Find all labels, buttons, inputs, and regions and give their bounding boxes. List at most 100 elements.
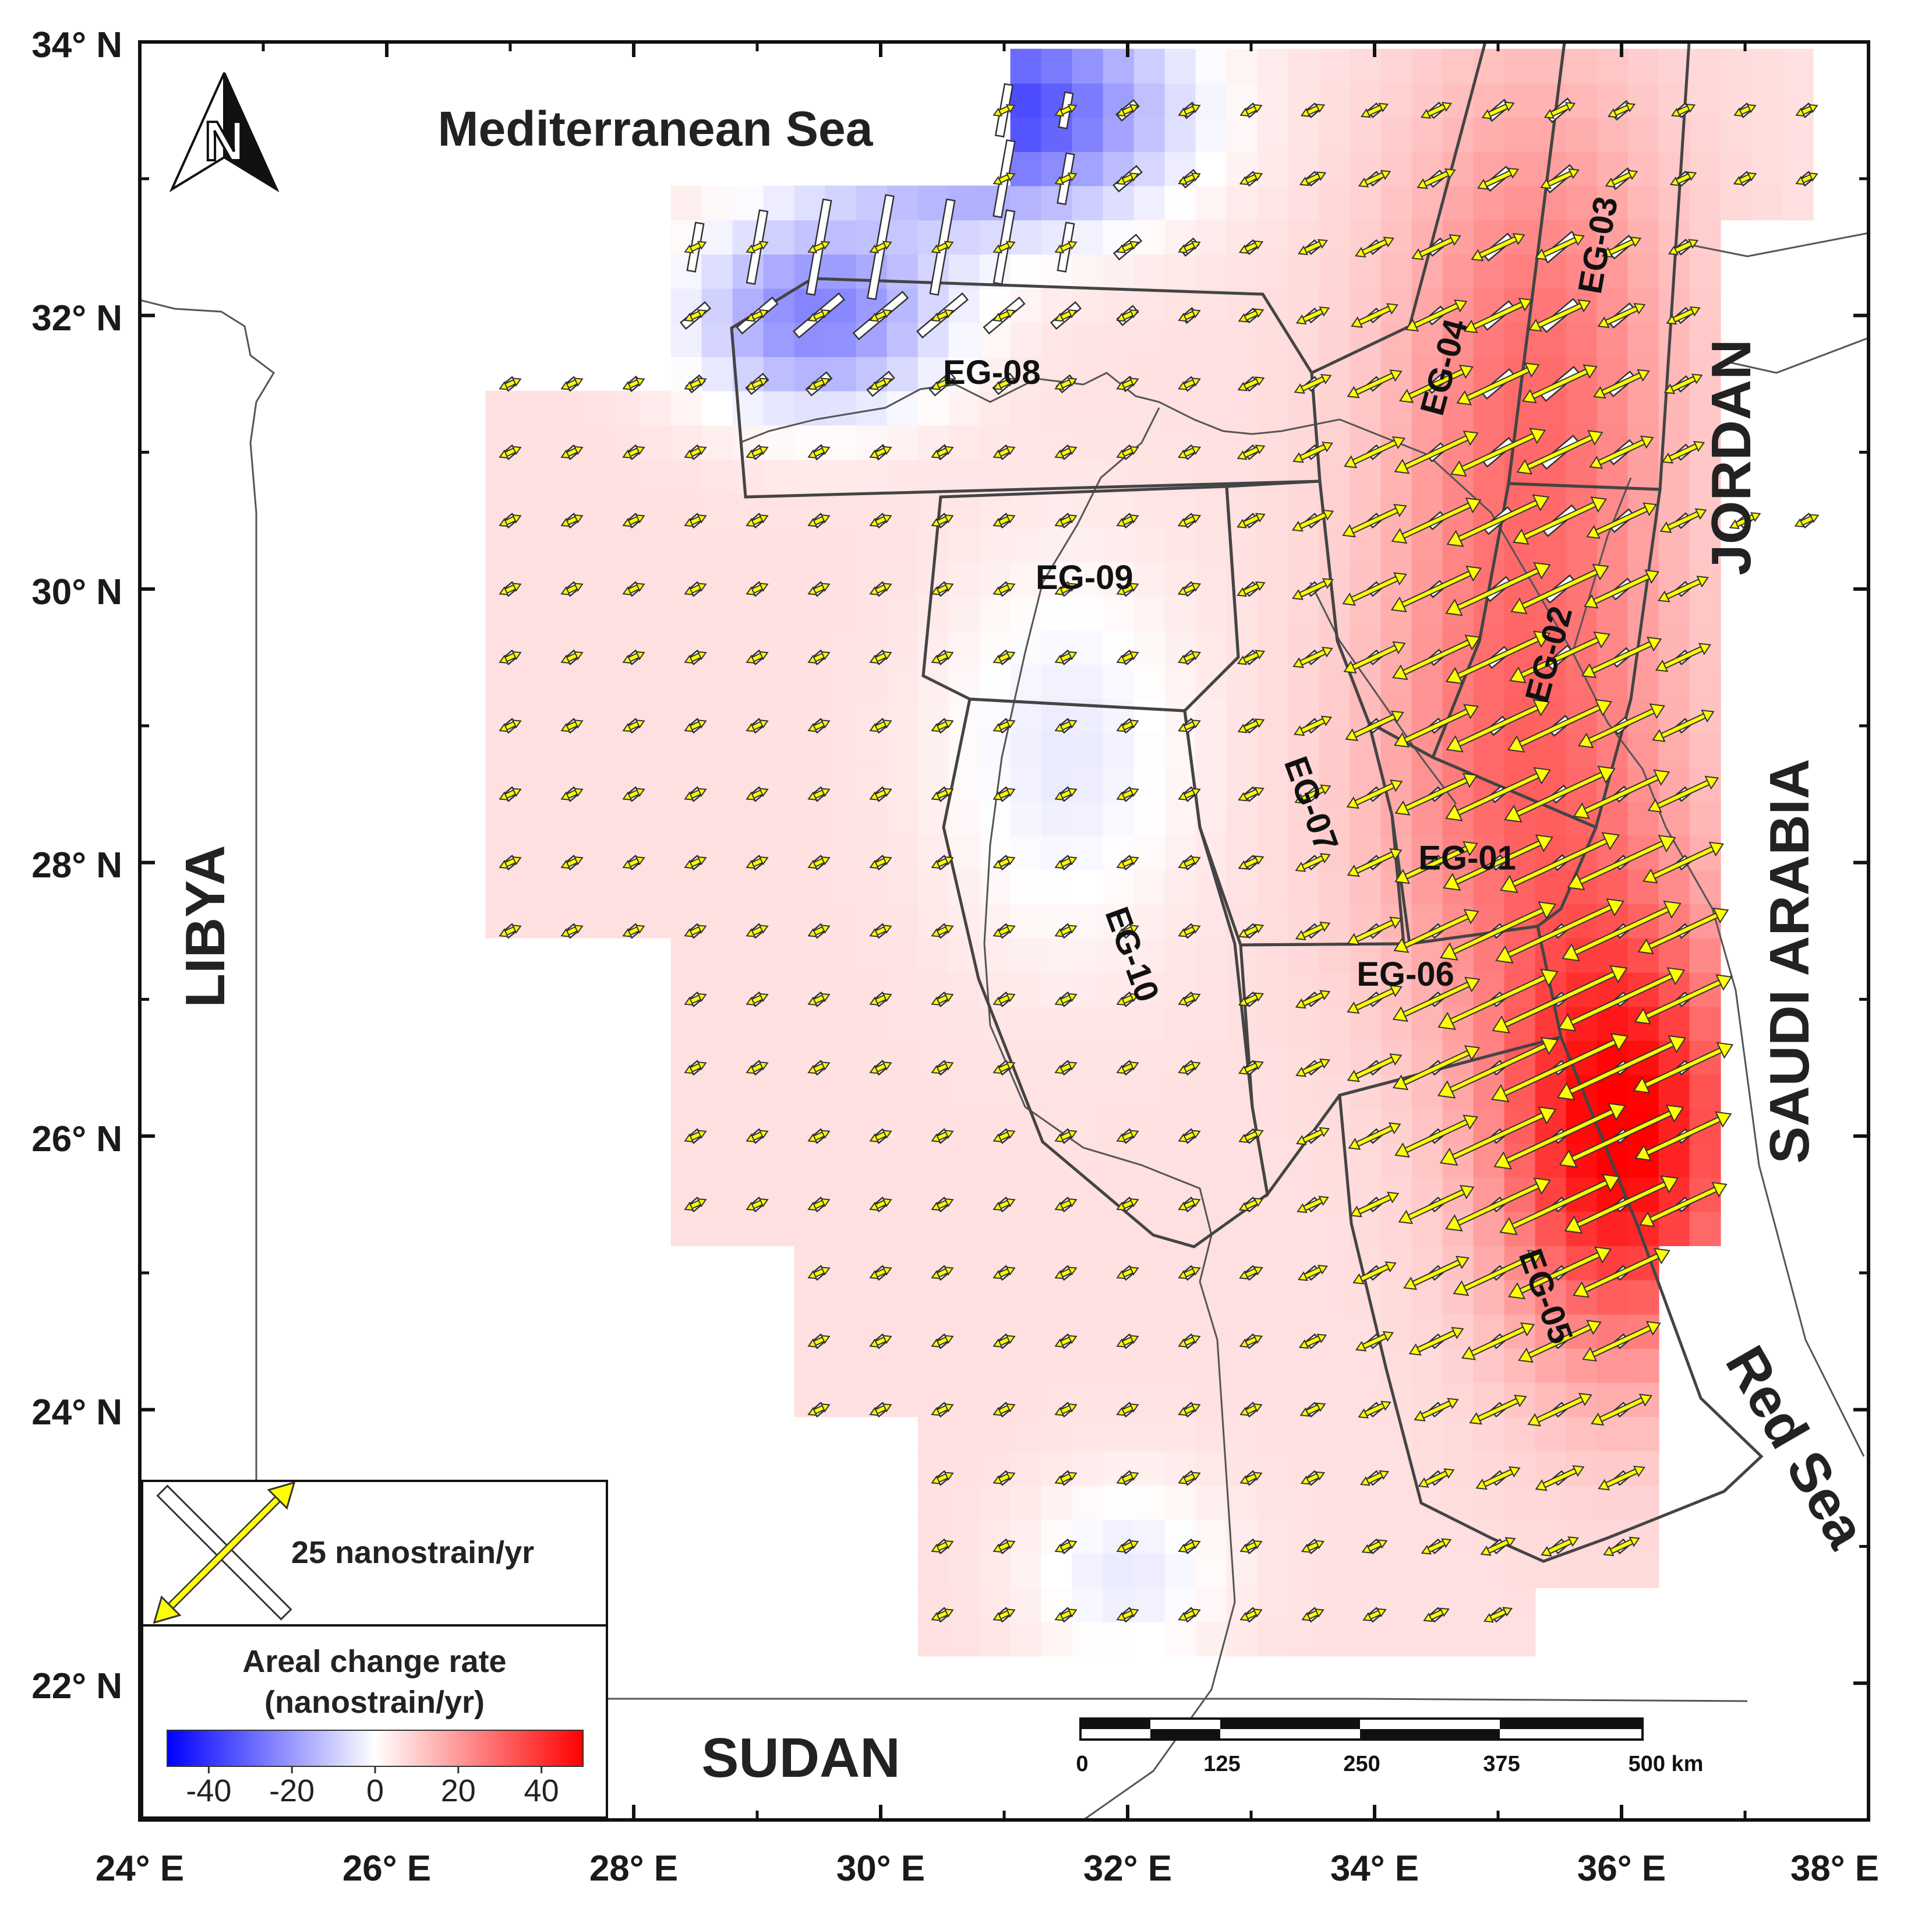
field-cell <box>948 732 980 768</box>
extension-arrow <box>1445 767 1551 821</box>
extension-arrow <box>1178 1267 1201 1279</box>
field-cell <box>1658 1211 1690 1246</box>
field-cell <box>1380 1587 1412 1622</box>
field-cell <box>1072 1621 1104 1657</box>
field-cell <box>1380 1484 1412 1520</box>
extension-arrow <box>560 788 584 800</box>
field-cell <box>1133 185 1165 221</box>
extension-arrow <box>560 514 584 527</box>
field-cell <box>1041 1553 1073 1588</box>
strain-cross <box>1116 305 1139 326</box>
strain-cross <box>1116 375 1139 393</box>
field-cell <box>485 664 517 699</box>
field-cell <box>1658 527 1690 563</box>
strain-cross <box>1177 581 1202 597</box>
strain-cross <box>1178 855 1201 871</box>
extension-arrow <box>1535 1465 1585 1491</box>
field-cell <box>640 835 672 870</box>
field-cell <box>670 527 702 563</box>
strain-cross <box>1355 1331 1394 1352</box>
field-cell <box>1319 322 1351 357</box>
strain-cross <box>1471 232 1525 262</box>
mediterranean-label: Mediterranean Sea <box>438 101 874 156</box>
strain-cross <box>1795 102 1818 118</box>
extension-arrow <box>684 241 707 253</box>
y-tick-label: 24° N <box>31 1392 122 1433</box>
field-cell <box>1411 117 1443 152</box>
strain-cross <box>793 292 845 339</box>
extension-arrow <box>1469 1394 1527 1425</box>
field-cell <box>1072 869 1104 905</box>
field-cell <box>886 562 919 597</box>
strain-cross <box>852 291 909 340</box>
extension-arrow <box>684 651 707 664</box>
strain-cross <box>1178 1538 1201 1555</box>
strain-cross <box>1115 99 1140 122</box>
extension-arrow <box>1668 239 1699 256</box>
field-cell <box>763 1006 795 1041</box>
field-cell <box>1350 117 1382 152</box>
extension-arrow <box>1178 104 1201 117</box>
field-cell <box>1689 356 1721 391</box>
extension-arrow <box>1298 1334 1327 1349</box>
field-cell <box>1658 1074 1690 1110</box>
extension-arrow <box>1294 373 1332 394</box>
strain-cross <box>499 513 522 529</box>
field-cell <box>948 1177 980 1212</box>
field-cell <box>1689 151 1721 186</box>
strain-cross <box>807 1265 831 1281</box>
field-cell <box>1041 1621 1073 1657</box>
field-cell <box>1072 1279 1104 1315</box>
field-cell <box>1133 1382 1165 1417</box>
field-cell <box>886 1348 919 1383</box>
extension-arrow <box>1178 856 1201 869</box>
field-cell <box>1319 1348 1351 1383</box>
extension-arrow <box>993 1198 1016 1211</box>
strain-cross <box>1603 1536 1640 1557</box>
field-cell <box>1257 1621 1289 1657</box>
extension-arrow <box>1178 172 1201 185</box>
extension-arrow <box>1054 1267 1078 1279</box>
extension-arrow <box>1528 299 1591 332</box>
colorbar-title-line2: (nanostrain/yr) <box>264 1685 485 1720</box>
field-cell <box>1535 1142 1567 1178</box>
extension-arrow <box>869 1267 892 1279</box>
strain-cross <box>746 1196 769 1213</box>
extension-arrow <box>1637 907 1729 955</box>
field-cell <box>1072 595 1104 631</box>
strain-cross <box>1593 369 1650 399</box>
field-cell <box>1041 1348 1073 1383</box>
strain-cross <box>499 376 522 392</box>
strain-cross <box>1238 991 1265 1007</box>
field-cell <box>1597 664 1629 699</box>
strain-cross <box>1237 649 1266 666</box>
extension-arrow <box>746 309 769 322</box>
extension-arrow <box>1446 494 1550 547</box>
field-cell <box>1566 117 1598 152</box>
extension-arrow <box>1540 168 1580 189</box>
strain-cross <box>1177 444 1202 460</box>
extension-arrow <box>1054 856 1078 869</box>
extension-arrow <box>1661 440 1705 464</box>
extension-arrow <box>560 856 584 869</box>
field-cell <box>1288 1348 1320 1383</box>
strain-cross <box>1054 991 1078 1007</box>
strain-cross <box>1591 1394 1652 1426</box>
field-cell <box>1319 1245 1351 1280</box>
field-cell <box>1010 1142 1042 1178</box>
extension-arrow <box>684 309 707 322</box>
strain-cross <box>807 991 831 1007</box>
extension-arrow <box>993 104 1016 117</box>
strain-cross <box>1054 1196 1078 1213</box>
field-cell <box>1226 1279 1258 1315</box>
strain-cross <box>1417 168 1456 189</box>
field-cell <box>948 972 980 1007</box>
strain-cross <box>1238 923 1265 939</box>
extension-arrow <box>684 788 707 800</box>
y-tick-label: 30° N <box>31 572 122 612</box>
field-cell <box>886 425 919 460</box>
field-cell <box>1133 1587 1165 1622</box>
field-cell <box>1288 253 1320 289</box>
extension-arrow <box>1544 101 1576 119</box>
field-cell <box>485 800 517 836</box>
